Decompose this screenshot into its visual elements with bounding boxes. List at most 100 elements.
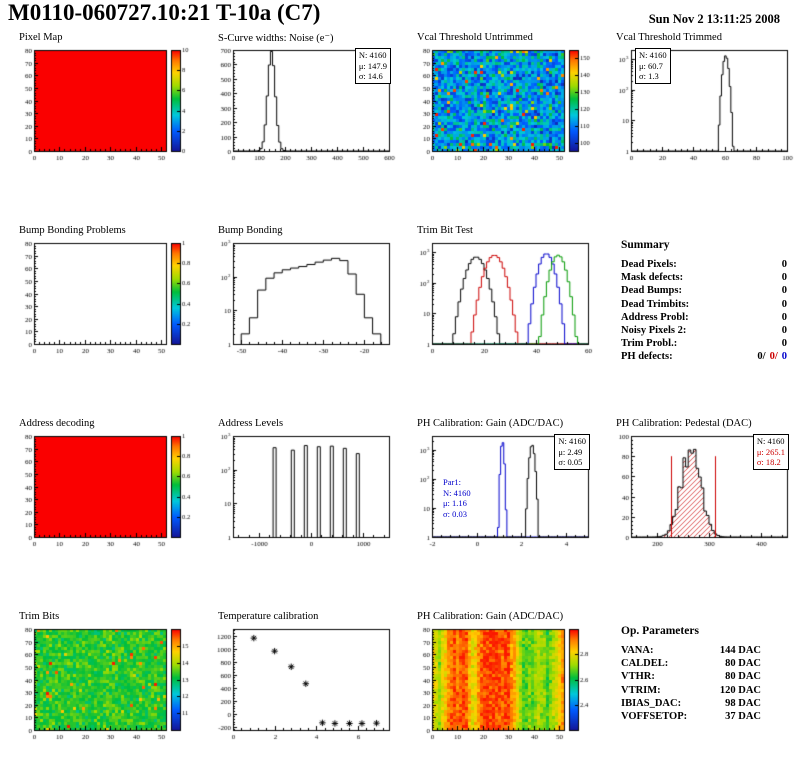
- vcal-threshold-trimmed-title: Vcal Threshold Trimmed: [616, 32, 722, 43]
- vcal-threshold-untrimmed-title: Vcal Threshold Untrimmed: [417, 32, 533, 43]
- summary-row-ph-defects: PH defects: 0/0/0: [621, 350, 787, 363]
- panel-trim-bits: Trim Bits: [8, 611, 198, 761]
- row-value: 0: [781, 259, 787, 270]
- temperature-calibration-title: Temperature calibration: [218, 611, 319, 622]
- row-label: Mask defects:: [621, 272, 684, 284]
- row-value: 0: [781, 338, 787, 350]
- row-value: 0: [781, 298, 787, 310]
- panel-bump-bonding-problems: Bump Bonding Problems: [8, 225, 198, 375]
- panel-temperature-calibration: Temperature calibration: [207, 611, 397, 761]
- address-decoding-title: Address decoding: [19, 418, 95, 429]
- summary-row-2: Dead Bumps: 0: [621, 284, 787, 297]
- temperature-calibration-canvas: [207, 624, 397, 746]
- row-value: 80 DAC: [725, 671, 761, 683]
- row-value: 144 DAC: [719, 645, 761, 656]
- ph-gain-map-canvas: [406, 624, 596, 746]
- op-parameters-row-2: VTHR: 80 DAC: [621, 670, 761, 683]
- ph-defect-value: 0/: [757, 351, 766, 363]
- row-value: 98 DAC: [725, 697, 761, 709]
- stats-line: N: 4160: [639, 50, 667, 60]
- row-value: 80 DAC: [725, 658, 761, 670]
- panel-bump-bonding: Bump Bonding: [207, 225, 397, 375]
- vcal-threshold-trimmed-canvas: [605, 45, 795, 167]
- row-value: 37 DAC: [725, 711, 761, 723]
- summary-row-3: Dead Trimbits: 0: [621, 298, 787, 311]
- stats-line: N: 4160: [443, 487, 471, 498]
- pixel-map-title: Pixel Map: [19, 32, 63, 43]
- ph-gain-map-title: PH Calibration: Gain (ADC/DAC): [417, 611, 564, 622]
- ph-defect-value: 0/: [769, 351, 778, 363]
- panel-pixel-map: Pixel Map: [8, 32, 198, 182]
- vcal-threshold-trimmed-stats-0: N: 4160 μ: 60.7 σ: 1.3: [635, 48, 671, 84]
- stats-line: μ: 60.7: [639, 60, 663, 71]
- summary-row-5: Noisy Pixels 2: 0: [621, 324, 787, 337]
- row-label: Dead Trimbits:: [621, 298, 690, 310]
- row-label: IBIAS_DAC:: [621, 697, 682, 709]
- row-value: 120 DAC: [719, 684, 761, 696]
- stats-line: σ: 0.03: [443, 508, 467, 519]
- bump-bonding-problems-title: Bump Bonding Problems: [19, 225, 126, 236]
- row-label: VANA:: [621, 645, 654, 656]
- stats-line: Par1:: [443, 477, 461, 487]
- row-value: 0: [781, 272, 787, 284]
- address-levels-canvas: [207, 431, 397, 553]
- summary-row-1: Mask defects: 0: [621, 271, 787, 284]
- bump-bonding-canvas: [207, 238, 397, 360]
- stats-line: σ: 14.6: [358, 71, 383, 82]
- bump-bonding-title: Bump Bonding: [218, 225, 283, 236]
- op-parameters-row-0: VANA: 144 DAC: [621, 644, 761, 657]
- stats-line: σ: 18.2: [756, 457, 781, 468]
- row-value: 0: [781, 285, 787, 297]
- panel-scurve-noise: S-Curve widths: Noise (e⁻) N: 4160 μ: 147.…: [207, 32, 397, 182]
- row-label: VTHR:: [621, 671, 655, 683]
- panel-op-parameters: Op. Parameters VANA: 144 DAC CALDEL: 80 DAC V…: [605, 611, 795, 761]
- timestamp: Sun Nov 2 13:11:25 2008: [648, 12, 780, 26]
- trim-bits-canvas: [8, 624, 198, 746]
- address-decoding-canvas: [8, 431, 198, 553]
- panel-vcal-threshold-untrimmed: Vcal Threshold Untrimmed: [406, 32, 596, 182]
- page-title: M0110-060727.10:21 T-10a (C7): [8, 0, 321, 25]
- summary-row-0: Dead Pixels: 0: [621, 258, 787, 271]
- row-label: Address Probl:: [621, 311, 689, 323]
- panel-address-decoding: Address decoding: [8, 418, 198, 568]
- pixel-map-canvas: [8, 45, 198, 167]
- row-label: Noisy Pixels 2:: [621, 325, 687, 337]
- row-label: CALDEL:: [621, 658, 669, 670]
- row-label: Dead Bumps:: [621, 285, 682, 297]
- op-parameters-row-1: CALDEL: 80 DAC: [621, 657, 761, 670]
- scurve-noise-title: S-Curve widths: Noise (e⁻): [218, 33, 334, 44]
- row-label: PH defects:: [621, 351, 673, 363]
- ph-defect-value: 0: [781, 351, 787, 363]
- op-parameters-row-4: IBIAS_DAC: 98 DAC: [621, 697, 761, 710]
- row-label: Trim Probl.:: [621, 338, 678, 350]
- summary-row-4: Address Probl: 0: [621, 311, 787, 324]
- ph-defects-values: 0/0/0: [753, 350, 787, 363]
- op-parameters-title: Op. Parameters: [621, 625, 699, 637]
- panel-vcal-threshold-trimmed: Vcal Threshold Trimmed N: 4160 μ: 60.7 σ: 1…: [605, 32, 795, 182]
- stats-line: μ: 265.1: [756, 446, 785, 457]
- panel-ph-gain-map: PH Calibration: Gain (ADC/DAC): [406, 611, 596, 761]
- trim-bits-title: Trim Bits: [19, 611, 60, 622]
- scurve-noise-stats-0: N: 4160 μ: 147.9 σ: 14.6: [354, 48, 391, 84]
- panel-address-levels: Address Levels: [207, 418, 397, 568]
- row-value: 0: [781, 325, 787, 337]
- panel-ph-pedestal: PH Calibration: Pedestal (DAC) N: 4160 μ: …: [605, 418, 795, 568]
- op-parameters-row-3: VTRIM: 120 DAC: [621, 684, 761, 697]
- address-levels-title: Address Levels: [218, 418, 284, 429]
- panel-ph-gain-hist: PH Calibration: Gain (ADC/DAC) N: 4160 μ: …: [406, 418, 596, 568]
- row-value: 0: [781, 311, 787, 323]
- ph-gain-hist-stats-0: N: 4160 μ: 2.49 σ: 0.05: [554, 434, 590, 470]
- stats-line: σ: 0.05: [558, 457, 583, 468]
- row-label: VOFFSETOP:: [621, 711, 688, 723]
- vcal-threshold-untrimmed-canvas: [406, 45, 596, 167]
- ph-pedestal-stats-0: N: 4160 μ: 265.1 σ: 18.2: [752, 434, 789, 470]
- trim-bit-test-title: Trim Bit Test: [417, 225, 473, 236]
- row-label: Dead Pixels:: [621, 259, 677, 270]
- panel-summary: Summary Dead Pixels: 0 Mask defects: 0 Dead B…: [605, 225, 795, 375]
- panel-trim-bit-test: Trim Bit Test: [406, 225, 596, 375]
- row-label: VTRIM:: [621, 684, 661, 696]
- stats-line: N: 4160: [756, 436, 785, 446]
- stats-line: μ: 2.49: [558, 446, 583, 457]
- trim-bit-test-canvas: [406, 238, 596, 360]
